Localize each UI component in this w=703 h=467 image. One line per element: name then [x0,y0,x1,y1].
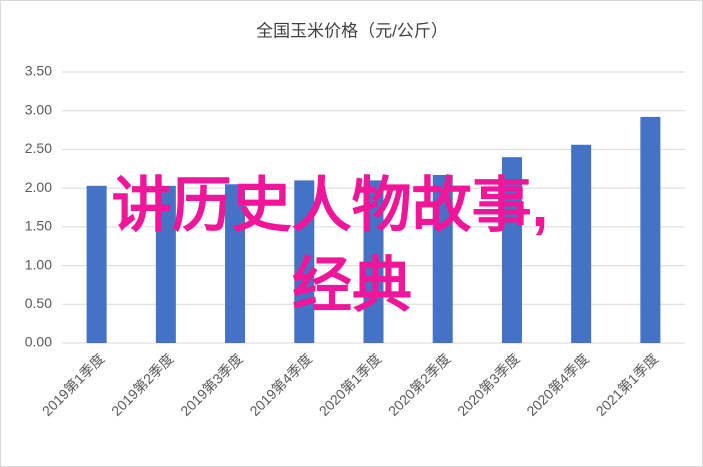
bar [155,185,176,343]
bar [363,180,384,343]
overlay-text: 讲历史人物故事, [112,172,549,239]
y-tick-label: 0.00 [25,334,52,350]
bar [225,184,246,343]
y-tick-label: 2.00 [25,179,52,195]
bar [640,116,661,343]
y-tick-label: 1.00 [25,256,52,272]
bar [571,144,592,343]
y-tick-label: 3.00 [25,101,52,117]
y-tick-label: 1.50 [25,218,52,234]
y-tick-label: 3.50 [25,63,52,79]
overlay-text: 经典 [292,252,412,319]
chart-title: 全国玉米价格（元/公斤） [256,21,448,40]
y-tick-label: 0.50 [25,295,52,311]
bar [501,157,522,343]
bar [86,185,107,343]
bar [294,180,315,343]
y-tick-label: 2.50 [25,140,52,156]
bar [432,174,453,343]
